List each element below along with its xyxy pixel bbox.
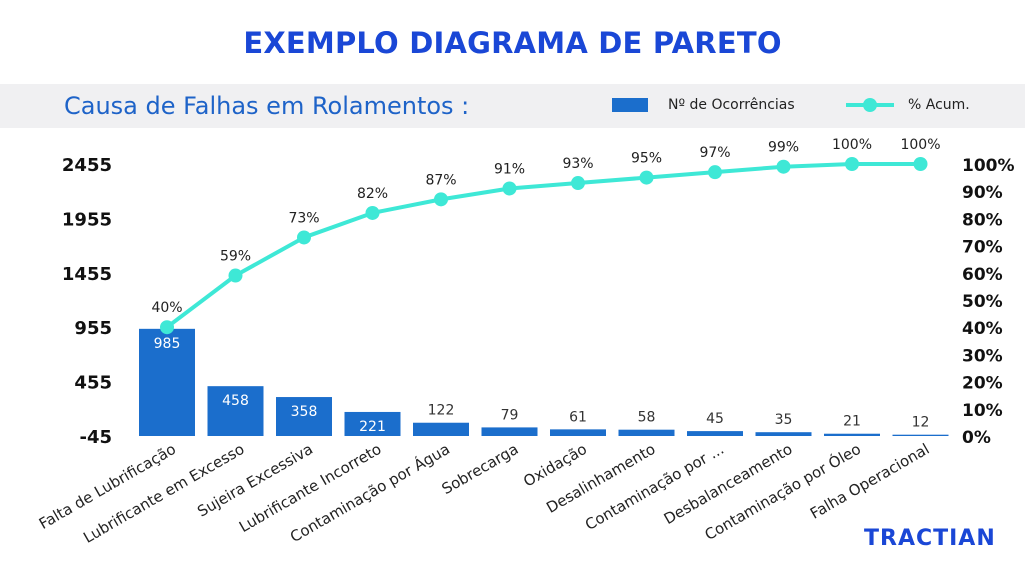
bar-value-label: 58 [638,410,656,426]
y-left-tick-label: 1955 [62,209,112,230]
y-right-tick-label: 70% [962,238,1003,258]
y-left-tick-label: 955 [74,318,112,339]
cumulative-value-label: 40% [151,300,182,316]
cumulative-value-label: 59% [220,249,251,265]
page-title: EXEMPLO DIAGRAMA DE PARETO [243,26,782,60]
cumulative-point [913,157,928,171]
legend-item-cumulative: % Acum. [846,97,970,113]
cumulative-value-label: 73% [288,210,319,226]
bar [413,422,469,436]
bar [687,431,743,436]
bar [481,427,538,436]
legend-line-swatch [846,98,894,112]
cumulative-value-label: 93% [562,156,593,172]
x-category-label: Falha Operacional [807,440,932,523]
bar [550,429,606,436]
y-right-tick-label: 100% [962,156,1015,176]
legend-label-occurrences: Nº de Ocorrências [668,97,795,113]
bar [207,386,264,436]
cumulative-value-label: 100% [900,137,940,153]
y-right-tick-label: 60% [962,265,1003,285]
y-right-tick-label: 30% [962,346,1003,366]
y-right-tick-label: 90% [962,183,1003,203]
bar-value-label: 458 [222,393,249,409]
bar [892,434,949,436]
cumulative-value-label: 97% [699,145,730,161]
bar-value-label: 122 [428,403,455,419]
legend-label-cumulative: % Acum. [908,97,970,113]
cumulative-value-label: 100% [832,137,872,153]
bar [276,397,332,436]
cumulative-point [708,165,722,180]
bar [755,432,812,436]
cumulative-point [160,320,174,335]
y-left-tick-label: 1455 [62,264,112,285]
bar [824,433,880,436]
y-right-tick-label: 80% [962,210,1003,230]
cumulative-value-label: 82% [357,186,388,202]
cumulative-point [365,205,380,220]
bar-value-label: 221 [359,419,386,435]
cumulative-point [434,192,448,207]
bar [344,411,401,436]
bar-value-label: 79 [501,407,519,423]
bar-value-label: 61 [569,409,587,425]
cumulative-point [228,268,243,283]
y-right-tick-label: 50% [962,292,1003,312]
tractian-logo: TRACTIAN [864,526,996,551]
bar [139,328,195,436]
bar-value-label: 12 [912,415,930,431]
legend-bar-swatch [612,98,648,112]
bar-value-label: 358 [291,404,318,420]
bar-value-label: 21 [843,414,861,430]
cumulative-point [639,170,654,185]
y-right-tick-label: 0% [962,428,991,448]
bar-value-label: 35 [775,412,793,428]
cumulative-value-label: 95% [631,151,662,167]
y-left-tick-label: 2455 [62,155,112,176]
cumulative-line [165,162,921,329]
y-left-tick-label: 455 [74,373,112,394]
bar-value-label: 45 [706,411,724,427]
cumulative-point [297,230,311,245]
cumulative-point [502,181,517,196]
cumulative-value-label: 99% [768,140,799,156]
legend-item-occurrences: Nº de Ocorrências [612,97,795,113]
y-right-tick-label: 10% [962,401,1003,421]
cumulative-value-label: 91% [494,161,525,177]
x-category-label: Sobrecarga [439,440,522,498]
y-right-tick-label: 40% [962,319,1003,339]
cumulative-point [571,176,585,191]
y-right-tick-label: 20% [962,374,1003,394]
cumulative-point [776,159,791,174]
chart-subtitle: Causa de Falhas em Rolamentos : [64,92,470,120]
cumulative-value-label: 87% [425,172,456,188]
bar [618,429,675,436]
y-left-tick-label: -45 [79,427,112,448]
bar-value-label: 985 [154,336,181,352]
cumulative-point [845,157,859,171]
